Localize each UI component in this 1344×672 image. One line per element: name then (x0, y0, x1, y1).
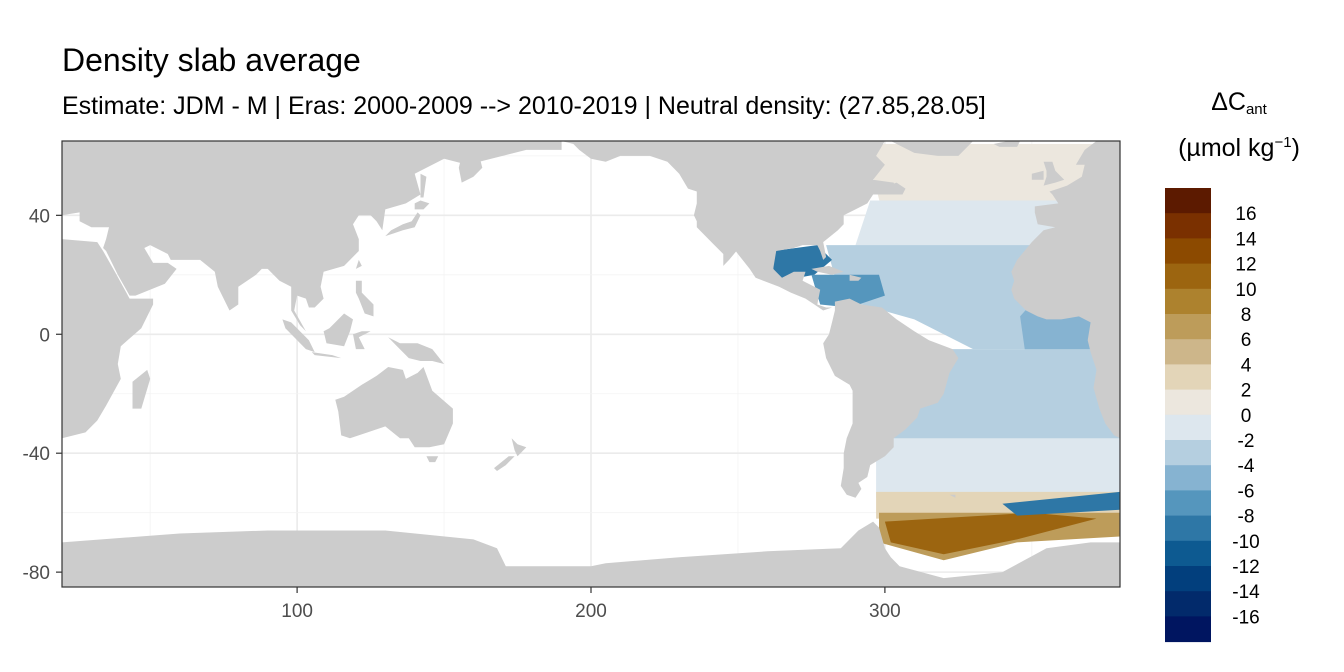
legend-swatch (1165, 540, 1211, 567)
land-borneo (323, 313, 353, 347)
land-iceland (993, 141, 1021, 147)
land-masses (62, 141, 1120, 587)
land-europe-africa-west (1011, 141, 1120, 439)
legend-swatch (1165, 238, 1211, 265)
legend-swatch (1165, 440, 1211, 466)
map-layer (62, 141, 1120, 587)
ocean-region-south-atlantic-southern-band (876, 438, 1120, 498)
land-kamchatka (458, 155, 483, 183)
y-tick-label: 40 (29, 206, 50, 227)
land-japan-honshu (385, 212, 421, 237)
ocean-region-weddell-sea-core (884, 512, 1097, 555)
legend-label: -2 (1238, 431, 1255, 452)
ocean-region-gulf-of-mexico (773, 245, 832, 281)
legend-unit-main: (µmol kg (1178, 134, 1275, 162)
legend-unit-superscript: −1 (1274, 134, 1292, 151)
land-japan-hokkaido (414, 200, 430, 210)
legend-swatch (1165, 364, 1211, 391)
legend-label: -12 (1232, 557, 1259, 578)
land-newfoundland (887, 182, 906, 195)
x-tick-label: 300 (869, 601, 901, 622)
land-tasmania (426, 456, 439, 463)
legend-label: 8 (1241, 305, 1252, 326)
land-antarctica (62, 521, 1120, 587)
legend-swatch (1165, 389, 1211, 416)
legend-swatch (1165, 566, 1211, 592)
legend-label: 16 (1235, 204, 1256, 225)
legend-swatch (1165, 213, 1211, 239)
x-tick-label: 100 (281, 601, 313, 622)
legend-swatch (1165, 188, 1211, 214)
legend-label: 0 (1241, 406, 1252, 427)
land-ireland (1031, 170, 1044, 180)
land-north-america (561, 141, 897, 311)
legend-label: 10 (1235, 280, 1256, 301)
legend-title-subscript: ant (1245, 101, 1267, 118)
legend-title-line2: (µmol kg−1) (1162, 134, 1316, 163)
legend-swatch (1165, 490, 1211, 517)
land-sulawesi (353, 331, 371, 350)
x-tick-label: 200 (575, 601, 607, 622)
legend-swatch (1165, 616, 1211, 643)
legend-label: 4 (1241, 355, 1252, 376)
land-sakhalin (420, 173, 427, 198)
ocean-region-caribbean-sea (811, 274, 885, 308)
land-australia (335, 367, 453, 448)
legend-swatch (1165, 414, 1211, 441)
y-tick-label: -80 (23, 563, 50, 584)
land-philippines (355, 280, 374, 317)
legend-label: 12 (1235, 255, 1256, 276)
legend-label: 14 (1235, 229, 1257, 250)
land-hispaniola (849, 274, 862, 281)
land-eurasia (62, 141, 562, 332)
legend-label: 6 (1241, 330, 1252, 351)
legend-title-line1: ΔCant (1162, 88, 1316, 118)
y-tick-label: -40 (23, 444, 50, 465)
land-new-zealand-south (494, 456, 515, 471)
chart-title: Density slab average (62, 42, 361, 78)
legend-swatch (1165, 263, 1211, 290)
legend-swatch (1165, 339, 1211, 365)
land-greenland (890, 141, 974, 156)
legend: 16 14 12 10 8 6 4 2 0 -2 -4 -6 -8 -10 -12 -14 -16 (1165, 188, 1260, 643)
ocean-region-scotia-ridge-band (1002, 491, 1120, 516)
legend-swatch (1165, 465, 1211, 491)
land-new-guinea (388, 337, 445, 364)
legend-label: -6 (1238, 481, 1255, 502)
land-sumatra (282, 319, 315, 353)
land-africa-east (62, 239, 154, 439)
legend-label: -10 (1232, 532, 1259, 553)
land-south-georgia (949, 494, 956, 498)
legend-swatch (1165, 515, 1211, 542)
land-south-america (823, 298, 959, 498)
legend-label: -4 (1238, 456, 1255, 477)
land-madagascar (132, 369, 151, 409)
land-taiwan (355, 259, 362, 269)
legend-label: -16 (1232, 607, 1259, 628)
legend-swatch (1165, 288, 1211, 315)
legend-label: 2 (1241, 381, 1252, 402)
chart-subtitle: Estimate: JDM - M | Eras: 2000-2009 --> … (62, 92, 986, 120)
legend-unit-end: ) (1291, 134, 1300, 162)
land-cuba (811, 265, 844, 275)
legend-label: -14 (1232, 582, 1260, 603)
legend-swatch (1165, 591, 1211, 617)
y-tick-label: 0 (39, 325, 50, 346)
land-great-britain (1043, 161, 1065, 186)
legend-swatch (1165, 314, 1211, 340)
land-new-zealand-north (511, 438, 527, 457)
legend-title-main: ΔC (1211, 88, 1246, 116)
legend-label: -8 (1238, 507, 1255, 528)
land-java (311, 352, 342, 359)
